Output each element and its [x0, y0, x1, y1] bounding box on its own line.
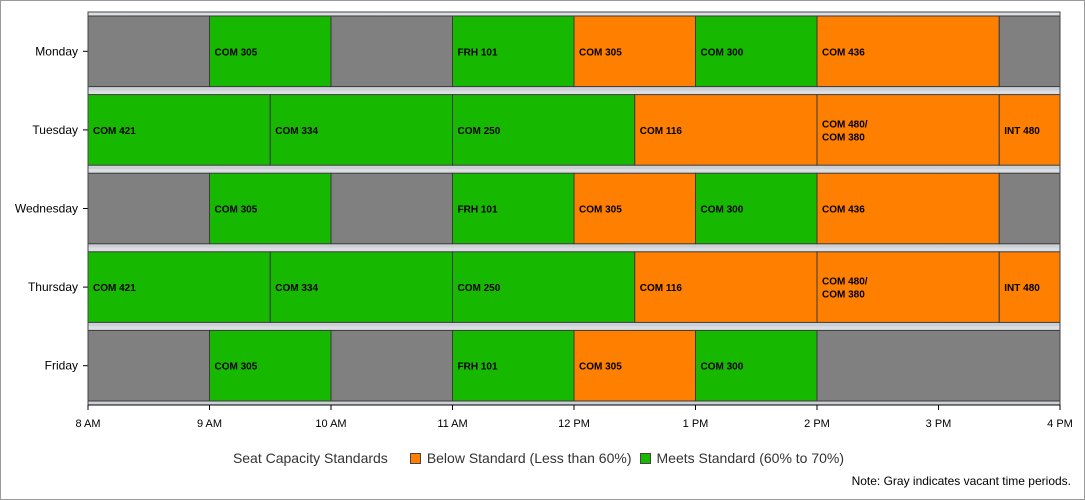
block-label: COM 334 [275, 126, 318, 137]
legend-label-below: Below Standard (Less than 60%) [426, 450, 632, 466]
schedule-block-meets [695, 172, 818, 245]
schedule-block-meets [87, 94, 271, 166]
block-label: COM 334 [275, 283, 318, 294]
block-label: COM 436 [822, 47, 865, 58]
x-tick-label: 2 PM [804, 418, 830, 430]
x-tick-label: 1 PM [683, 418, 709, 430]
legend-label-meets: Meets Standard (60% to 70%) [656, 450, 845, 466]
block-label: COM 305 [215, 362, 258, 373]
day-label: Monday [35, 44, 78, 58]
schedule-block-below [816, 251, 1000, 323]
schedule-block-below [573, 172, 696, 245]
schedule-block-meets [87, 251, 271, 323]
legend-item-meets: Meets Standard (60% to 70%) [639, 450, 845, 466]
schedule-block-below [998, 251, 1061, 323]
vacant-note: Note: Gray indicates vacant time periods… [851, 474, 1071, 488]
block-label: COM 421 [93, 126, 136, 137]
schedule-block-meets [452, 15, 575, 88]
schedule-block-vacant [998, 15, 1061, 88]
block-label: COM 305 [579, 47, 622, 58]
schedule-block-vacant [87, 172, 210, 245]
block-label: COM 380 [822, 290, 865, 301]
x-tick-label: 9 AM [197, 418, 222, 430]
block-label: COM 300 [701, 47, 744, 58]
schedule-block-below [816, 15, 1000, 88]
schedule-chart: COM 305 FRH 101 COM 305 COM 300 COM 436 Monda… [15, 11, 1073, 430]
schedule-block-meets [452, 251, 636, 323]
block-label: COM 480/ [822, 277, 868, 288]
schedule-block-vacant [816, 329, 1061, 402]
x-tick-label: 11 AM [437, 418, 467, 430]
schedule-block-meets [209, 329, 332, 402]
block-label: COM 116 [640, 126, 683, 137]
schedule-block-vacant [330, 15, 453, 88]
legend-item-below: Below Standard (Less than 60%) [409, 450, 632, 466]
block-label: COM 116 [640, 283, 683, 294]
schedule-block-meets [209, 172, 332, 245]
schedule-block-meets [452, 94, 636, 166]
schedule-block-vacant [87, 15, 210, 88]
block-label: COM 436 [822, 205, 865, 216]
schedule-block-vacant [330, 329, 453, 402]
x-tick-label: 3 PM [926, 418, 952, 430]
block-label: COM 305 [579, 362, 622, 373]
day-label: Tuesday [32, 123, 78, 137]
legend-title: Seat Capacity Standards [232, 450, 388, 466]
block-label: COM 480/ [822, 119, 868, 130]
day-label: Wednesday [15, 202, 78, 216]
schedule-block-meets [452, 172, 575, 245]
x-tick-label: 4 PM [1047, 418, 1073, 430]
block-label: COM 250 [458, 126, 501, 137]
schedule-block-vacant [330, 172, 453, 245]
schedule-block-below [573, 329, 696, 402]
block-label: FRH 101 [458, 205, 498, 216]
day-label: Friday [45, 359, 78, 373]
schedule-block-below [634, 94, 818, 166]
schedule-block-below [816, 172, 1000, 245]
block-label: COM 305 [215, 47, 258, 58]
block-label: COM 300 [701, 205, 744, 216]
legend-swatch-meets [639, 452, 651, 464]
block-label: COM 305 [579, 205, 622, 216]
block-label: COM 305 [215, 205, 258, 216]
block-label: COM 250 [458, 283, 501, 294]
schedule-block-vacant [87, 329, 210, 402]
x-tick-label: 8 AM [75, 418, 100, 430]
x-tick-label: 12 PM [558, 418, 590, 430]
legend-swatch-below [409, 452, 421, 464]
schedule-block-meets [695, 15, 818, 88]
block-label: COM 380 [822, 132, 865, 143]
block-label: FRH 101 [458, 362, 498, 373]
schedule-block-vacant [998, 172, 1061, 245]
legend: Seat Capacity Standards Below Standard (… [0, 448, 1085, 468]
schedule-block-below [634, 251, 818, 323]
schedule-block-meets [269, 251, 453, 323]
block-label: COM 300 [701, 362, 744, 373]
schedule-block-meets [269, 94, 453, 166]
block-label: COM 421 [93, 283, 136, 294]
day-label: Thursday [28, 280, 78, 294]
block-label: INT 480 [1004, 126, 1040, 137]
schedule-block-below [816, 94, 1000, 166]
x-tick-label: 10 AM [315, 418, 346, 430]
block-label: FRH 101 [458, 47, 498, 58]
block-label: INT 480 [1004, 283, 1040, 294]
schedule-block-below [573, 15, 696, 88]
